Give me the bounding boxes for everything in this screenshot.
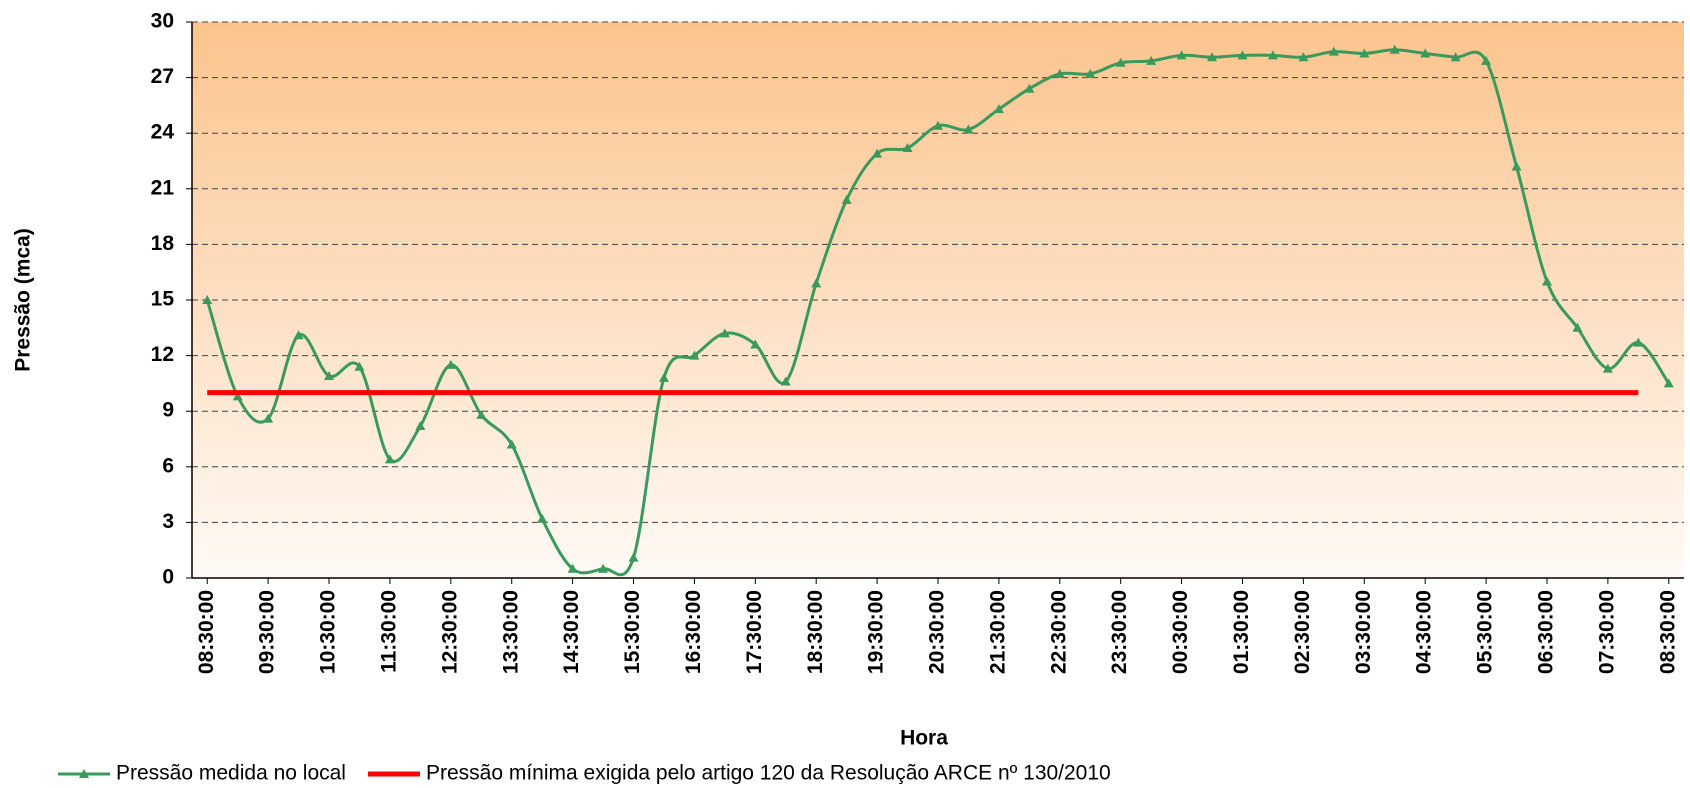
data-point	[658, 372, 669, 382]
x-tick-label: 13:30:00	[499, 590, 522, 674]
data-point	[384, 454, 395, 464]
x-tick-label: 08:30:00	[1656, 590, 1679, 674]
data-point	[841, 194, 852, 204]
data-point	[1328, 46, 1339, 56]
data-point	[993, 104, 1004, 114]
data-point	[354, 361, 365, 371]
data-point	[1420, 48, 1431, 58]
data-point	[902, 143, 913, 153]
y-tick-label: 24	[151, 121, 175, 144]
x-tick-label: 02:30:00	[1291, 590, 1314, 674]
data-point	[1115, 57, 1126, 67]
y-tick-label: 3	[162, 510, 174, 533]
data-point	[263, 413, 274, 423]
data-point	[506, 439, 517, 449]
y-tick-label: 9	[162, 399, 174, 422]
data-point	[415, 421, 426, 431]
data-point	[232, 391, 243, 401]
data-point	[1633, 337, 1644, 347]
data-point	[445, 359, 456, 369]
x-tick-label: 01:30:00	[1230, 590, 1253, 674]
y-tick-label: 0	[162, 566, 174, 589]
data-point	[1054, 68, 1065, 78]
x-tick-label: 09:30:00	[256, 590, 279, 674]
y-tick-label: 27	[151, 65, 174, 88]
y-tick-label: 21	[151, 176, 175, 199]
data-point	[1024, 83, 1035, 93]
y-tick-label: 18	[151, 232, 175, 255]
x-tick-label: 16:30:00	[682, 590, 705, 674]
x-tick-label: 14:30:00	[560, 590, 583, 674]
y-tick-label: 30	[151, 10, 174, 33]
data-point	[324, 370, 335, 380]
x-tick-label: 18:30:00	[804, 590, 827, 674]
data-point	[1146, 55, 1157, 65]
x-tick-label: 15:30:00	[621, 590, 644, 674]
x-tick-label: 11:30:00	[377, 590, 400, 673]
data-point	[1450, 52, 1461, 62]
data-point	[780, 376, 791, 386]
data-point	[750, 339, 761, 349]
x-tick-label: 19:30:00	[865, 590, 888, 674]
x-tick-label: 07:30:00	[1595, 590, 1618, 674]
data-point	[1572, 322, 1583, 332]
legend-marker	[79, 769, 89, 778]
data-point	[689, 350, 700, 360]
x-axis-title: Hora	[900, 727, 948, 750]
data-point	[1298, 52, 1309, 62]
data-point	[1359, 48, 1370, 58]
data-point	[933, 120, 943, 130]
data-point	[872, 148, 883, 158]
data-point	[1176, 50, 1187, 60]
data-point	[1207, 52, 1218, 62]
y-tick-label: 6	[162, 454, 174, 477]
data-point	[1663, 378, 1674, 388]
y-tick-label: 15	[151, 288, 175, 311]
data-point	[1237, 50, 1248, 60]
data-point	[1602, 363, 1613, 373]
x-tick-label: 17:30:00	[743, 590, 766, 674]
legend-label: Pressão mínima exigida pelo artigo 120 d…	[426, 762, 1111, 785]
data-point	[963, 124, 974, 134]
data-point	[628, 552, 639, 562]
data-point	[293, 330, 304, 340]
data-point	[598, 563, 609, 573]
data-point	[1541, 276, 1552, 286]
data-point	[567, 563, 578, 573]
x-tick-label: 03:30:00	[1352, 590, 1375, 674]
data-point	[1511, 161, 1522, 171]
y-tick-label: 12	[151, 343, 174, 366]
x-tick-label: 23:30:00	[1108, 590, 1131, 674]
x-tick-label: 20:30:00	[926, 590, 949, 674]
x-tick-label: 04:30:00	[1413, 590, 1436, 674]
legend-label: Pressão medida no local	[116, 762, 346, 785]
x-tick-label: 21:30:00	[986, 590, 1009, 674]
data-point	[1389, 44, 1400, 54]
x-tick-label: 22:30:00	[1047, 590, 1070, 674]
x-tick-label: 05:30:00	[1474, 590, 1497, 674]
x-tick-label: 10:30:00	[317, 590, 340, 674]
x-tick-label: 08:30:00	[195, 590, 218, 674]
data-point	[811, 278, 822, 288]
data-point	[202, 295, 213, 304]
y-axis-title: Pressão (mca)	[12, 228, 35, 372]
data-point	[1085, 68, 1096, 78]
data-point	[719, 328, 730, 338]
x-tick-label: 12:30:00	[438, 590, 461, 674]
data-point	[1481, 55, 1492, 65]
x-tick-label: 06:30:00	[1535, 590, 1558, 674]
x-tick-label: 00:30:00	[1169, 590, 1192, 674]
data-point	[537, 513, 548, 523]
data-point	[1267, 50, 1278, 60]
data-point	[476, 409, 487, 419]
